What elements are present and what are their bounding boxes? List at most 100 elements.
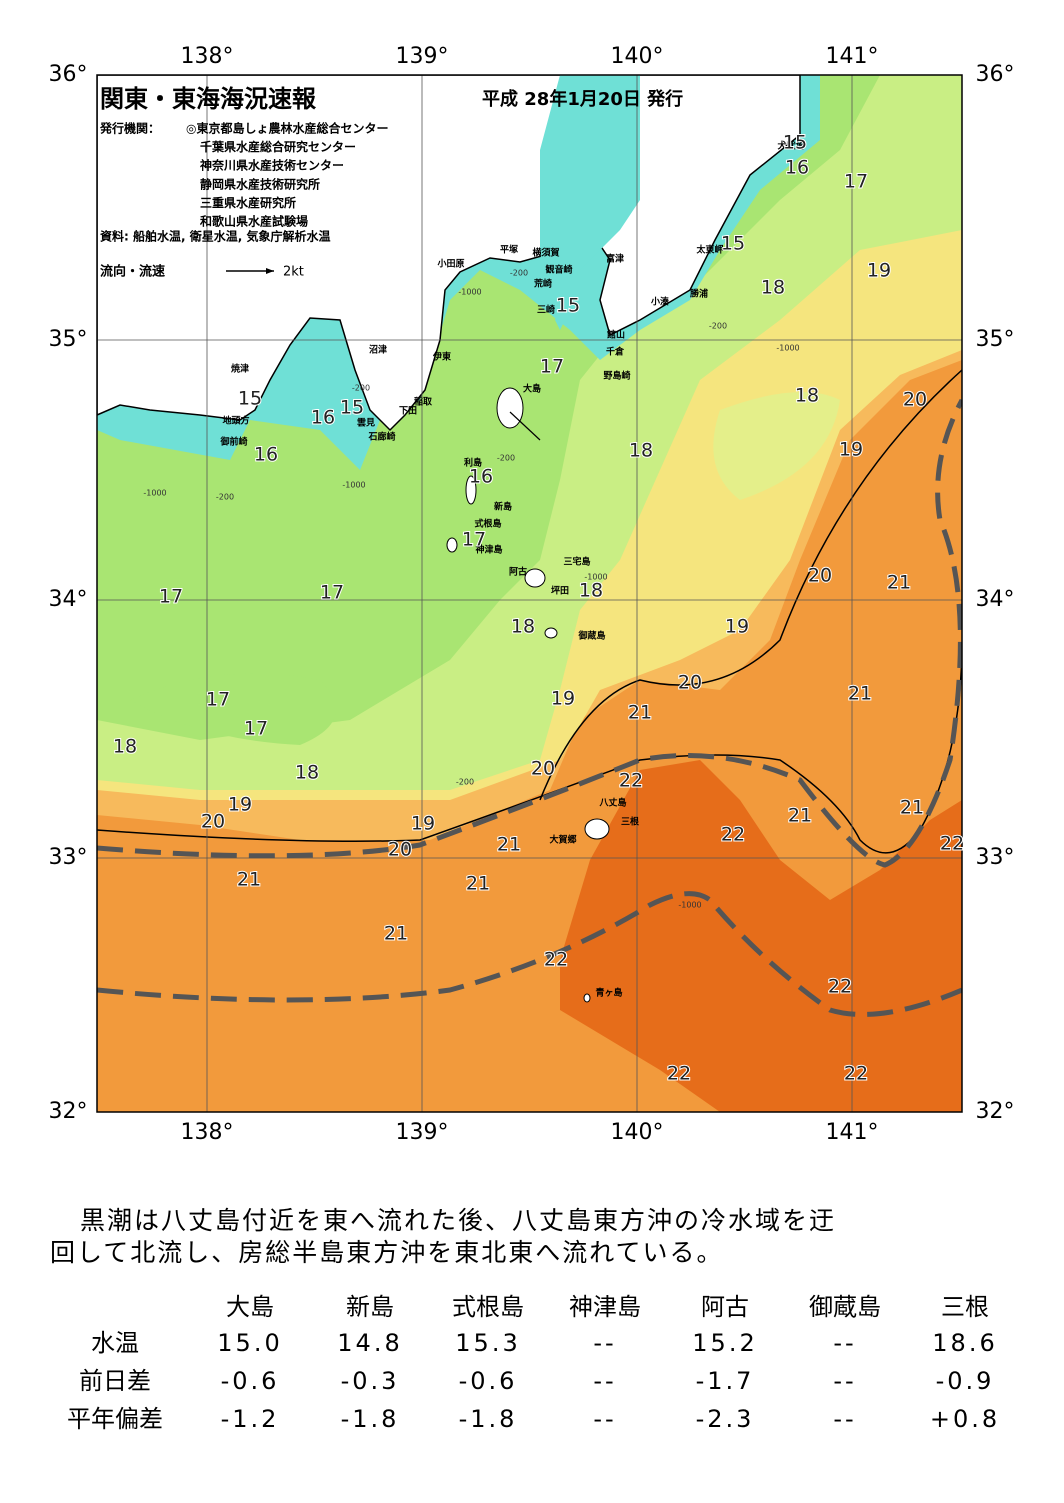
place-label: 坪田 (551, 585, 569, 597)
isotherm-label: 22 (940, 833, 964, 855)
place-label: 犬吠埼 (776, 140, 804, 152)
isotherm-label: 22 (828, 976, 852, 998)
latitude-label: 33° (976, 845, 1015, 870)
legend-scale: 2kt (283, 265, 304, 280)
isotherm-label: 18 (511, 616, 535, 638)
table-cell: -- (833, 1367, 856, 1395)
isotherm-label: 19 (867, 260, 891, 282)
row-label: 水温 (91, 1329, 139, 1357)
longitude-label: 138° (181, 44, 234, 69)
isotherm-label: 15 (238, 388, 262, 410)
isotherm-label: 21 (887, 572, 911, 594)
isotherm-label: 18 (795, 385, 819, 407)
isotherm-label: 15 (783, 132, 807, 154)
place-label: 館山 (606, 329, 625, 341)
table-cell: -1.8 (341, 1405, 400, 1433)
issuer-label: 発行機関： (99, 121, 160, 136)
place-label: 三根 (621, 816, 640, 828)
kuroshio-axis (97, 398, 962, 868)
longitude-label: 139° (396, 1120, 449, 1145)
depth-label: -200 (709, 322, 727, 331)
place-label: 御蔵島 (577, 630, 605, 642)
isotherm-label: 18 (579, 580, 603, 602)
kuroshio-axis (97, 891, 962, 1017)
place-label: 三崎 (537, 304, 555, 316)
longitude-label: 141° (826, 44, 879, 69)
place-label: 横須賀 (532, 247, 559, 259)
table-header: 神津島 (569, 1293, 641, 1321)
depth-label: -200 (510, 269, 528, 278)
place-label: 青ヶ島 (595, 987, 622, 999)
place-label: 太東岬 (695, 244, 723, 256)
depth-label: -200 (456, 778, 474, 787)
isotherm-label: 20 (678, 672, 702, 694)
issuer: ◎東京都島しょ農林水産総合センター (186, 121, 388, 136)
depth-label: -200 (216, 493, 234, 502)
sea-17-patch (130, 673, 336, 745)
sea-18-patch (713, 392, 840, 500)
depth-label: -200 (352, 384, 370, 393)
place-label: 石廊崎 (367, 431, 395, 443)
longitude-label: 139° (396, 44, 449, 69)
issuer: 神奈川県水産技術センター (200, 158, 344, 173)
place-label: 大島 (523, 383, 541, 395)
table-cell: +0.8 (930, 1405, 1000, 1433)
issuer: 千葉県水産総合研究センター (200, 139, 356, 154)
place-label: 地頭方 (222, 415, 249, 427)
island (584, 818, 610, 840)
map-frame (96, 74, 963, 1113)
isotherm-label: 19 (551, 688, 575, 710)
isotherm-label: 21 (497, 834, 521, 856)
issue-date: 平成 28年1月20日 発行 (482, 88, 683, 110)
depth-label: -1000 (458, 288, 481, 297)
map-body (97, 75, 962, 1112)
place-label: 千倉 (606, 346, 625, 358)
place-label: 利島 (463, 457, 482, 469)
place-label: 小田原 (436, 258, 464, 270)
table-cell: 15.0 (217, 1329, 282, 1357)
current-arrow (509, 411, 541, 441)
place-label: 観音崎 (545, 264, 572, 276)
depth-label: -1000 (678, 901, 701, 910)
place-label: 勝浦 (690, 288, 708, 300)
table-cell: 18.6 (932, 1329, 997, 1357)
isotherm-label: 21 (237, 869, 261, 891)
issuer: 和歌山県水産試験場 (199, 214, 308, 229)
latitude-label: 34° (976, 587, 1015, 612)
tokyo-bay (540, 75, 640, 330)
latitude-label: 35° (976, 327, 1015, 352)
place-label: 神津島 (475, 544, 502, 556)
isotherm-label: 18 (629, 440, 653, 462)
isotherm-label: 17 (462, 529, 486, 551)
isotherm-label: 15 (556, 295, 580, 317)
isotherm-label: 22 (544, 949, 568, 971)
table-header: 御蔵島 (809, 1293, 881, 1321)
island (465, 475, 477, 505)
place-label: 新島 (494, 501, 512, 513)
table-cell: -0.6 (459, 1367, 518, 1395)
depth-label: -1000 (776, 344, 799, 353)
isotherm-label: 21 (628, 702, 652, 724)
isotherm-label: 20 (201, 811, 225, 833)
isotherm-label: 15 (340, 397, 364, 419)
isotherm-label: 19 (411, 813, 435, 835)
table-cell: 14.8 (337, 1329, 402, 1357)
island (524, 568, 546, 588)
table-cell: 15.2 (692, 1329, 757, 1357)
issuer: 三重県水産研究所 (200, 195, 296, 210)
place-label: 平塚 (500, 244, 518, 256)
depth-label: -1000 (584, 573, 607, 582)
table-cell: -2.3 (696, 1405, 755, 1433)
isotherm-label: 17 (320, 582, 344, 604)
isotherm-label: 21 (466, 873, 490, 895)
latitude-label: 36° (976, 62, 1015, 87)
isotherm-label: 21 (900, 797, 924, 819)
isotherm-label: 22 (844, 1063, 868, 1085)
place-label: 伊東 (432, 351, 451, 363)
longitude-label: 140° (611, 44, 664, 69)
issuer: 静岡県水産技術研究所 (200, 176, 320, 191)
isotherm-label: 16 (311, 407, 335, 429)
table-cell: -1.8 (459, 1405, 518, 1433)
latitude-label: 35° (49, 327, 88, 352)
graticule (97, 75, 962, 1112)
